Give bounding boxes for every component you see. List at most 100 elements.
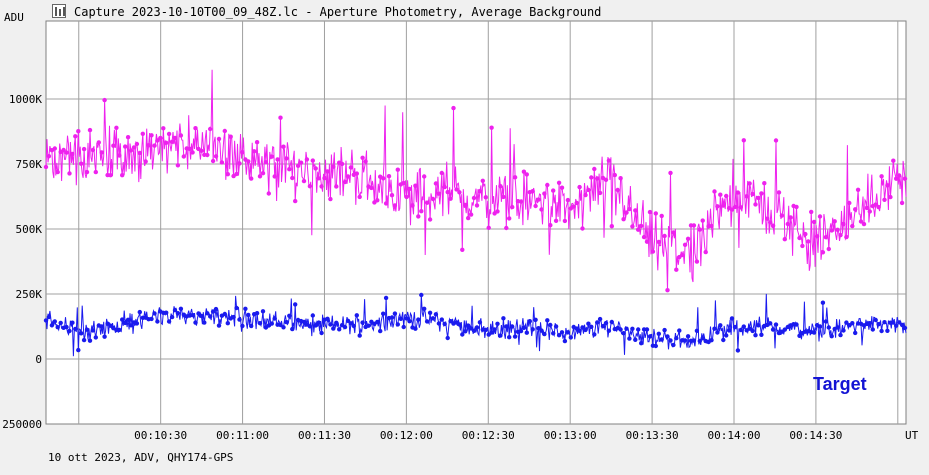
data-point [524,172,529,177]
data-point [621,331,626,336]
data-point [416,317,421,322]
data-point [357,194,362,200]
data-point [891,320,896,325]
data-point [512,334,518,339]
data-point [501,194,506,200]
data-point [811,219,817,225]
data-point [457,322,462,327]
data-point [762,181,767,186]
data-point [342,324,348,330]
data-point [375,198,380,203]
data-point [653,211,658,216]
data-point [618,176,623,181]
data-point [882,320,887,325]
data-point [137,309,142,315]
data-point [899,200,905,206]
data-point [90,147,96,153]
data-point [753,333,758,338]
data-point [413,326,418,331]
data-point [237,161,242,166]
x-tick-label: 00:11:00 [216,429,269,442]
data-point [202,320,207,325]
data-point [231,314,236,320]
data-point [694,328,700,333]
data-point [718,323,723,328]
data-point [395,322,400,327]
data-point [366,323,371,328]
data-point [609,224,614,229]
data-point [709,338,714,343]
data-point [392,311,398,316]
data-point [756,195,761,201]
data-point [451,105,456,111]
data-point [618,327,623,332]
data-point [639,341,644,346]
data-point [501,316,506,321]
data-point [76,347,81,353]
data-point [835,325,840,330]
data-point [222,311,227,317]
data-point [413,183,418,188]
data-point [52,146,57,151]
data-point [199,313,204,319]
data-point [375,319,380,325]
data-point [665,334,670,339]
data-point [445,189,450,195]
data-point [606,158,612,163]
data-point [902,325,908,331]
data-point [897,173,902,178]
data-point [99,150,104,155]
data-point [325,169,330,174]
data-point [357,333,362,338]
data-point [682,338,688,343]
y-tick-label: 250000 [2,418,42,431]
data-point [439,317,444,322]
target-series [43,292,908,357]
data-point [254,140,260,145]
data-point [741,138,746,143]
x-tick-label: 00:12:30 [462,429,515,442]
data-point [301,178,307,184]
data-point [123,320,128,326]
data-point [152,143,157,148]
data-point [847,200,852,206]
data-point [724,333,729,338]
data-point [454,187,459,192]
data-point [873,202,878,207]
data-point [64,324,69,330]
data-point [536,197,541,202]
data-point [562,338,568,344]
data-point [680,252,685,258]
data-point [633,337,638,342]
data-point [773,322,779,327]
data-point [416,214,421,219]
data-point [196,311,201,316]
data-point [471,195,477,201]
data-point [123,144,128,149]
data-point [249,323,254,329]
data-point [553,324,559,329]
data-point [685,236,691,241]
data-point [246,312,251,318]
data-point [612,172,617,178]
data-point [46,314,52,320]
data-point [580,325,585,330]
data-point [636,227,641,232]
data-point [885,328,890,333]
data-point [175,163,181,168]
data-point [811,330,817,335]
data-point [747,181,752,186]
data-point [814,234,820,239]
data-point [662,233,667,239]
data-point [850,223,855,229]
data-point [369,185,374,191]
data-point [287,313,292,318]
data-point [753,202,758,207]
data-point [90,328,96,333]
data-point [102,334,107,339]
data-point [111,143,116,148]
data-point [466,215,471,221]
data-point [712,326,717,331]
data-point [433,312,439,317]
data-point [721,203,726,208]
